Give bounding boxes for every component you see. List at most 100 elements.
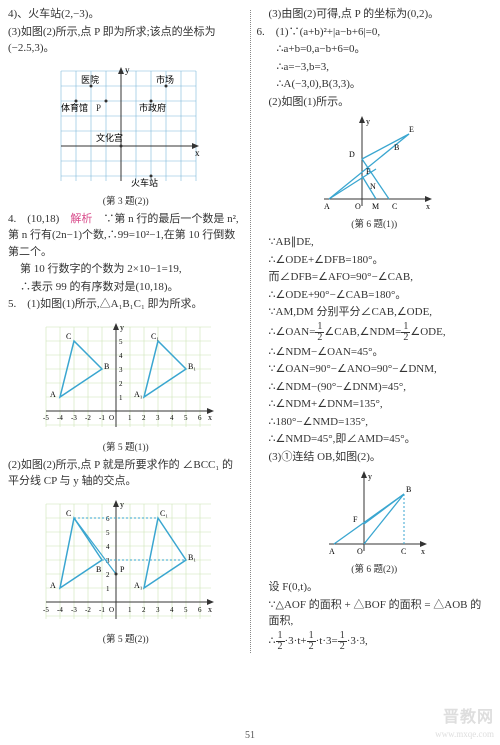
text: ∴180°−∠NMD=135°, — [257, 414, 493, 431]
figure-5-2: yx -5-4 -3-2 -1O 12 34 56 12 34 56 ACB A… — [8, 494, 244, 645]
svg-text:3: 3 — [119, 366, 123, 374]
svg-text:x: x — [195, 148, 200, 158]
svg-text:-5: -5 — [43, 414, 49, 422]
svg-text:3: 3 — [156, 606, 160, 614]
svg-text:-1: -1 — [99, 606, 105, 614]
text: 第 10 行数字的个数为 2×10−1=19, — [8, 261, 244, 278]
text: ∴∠NDM+∠DNM=135°, — [257, 396, 493, 413]
svg-text:A₁: A₁ — [134, 581, 143, 590]
svg-text:1: 1 — [119, 394, 123, 402]
svg-text:O: O — [355, 202, 361, 211]
right-column: (3)由图(2)可得,点 P 的坐标为(0,2)。 6. (1)∵(a+b)²+… — [257, 6, 493, 653]
svg-text:1: 1 — [106, 585, 110, 593]
svg-text:-4: -4 — [57, 606, 63, 614]
caption: (第 6 题(2)) — [351, 561, 397, 575]
svg-text:-5: -5 — [43, 606, 49, 614]
watermark: 晋教网 — [443, 703, 494, 727]
svg-text:F: F — [366, 167, 371, 176]
text: ∴a=−3,b=3, — [257, 59, 493, 76]
text: (3)①连结 OB,如图(2)。 — [257, 449, 493, 466]
svg-text:N: N — [370, 182, 376, 191]
text: ∴∠OAN=12∠CAB,∠NDM=12∠ODE, — [257, 322, 493, 343]
svg-text:5: 5 — [184, 414, 188, 422]
caption: (第 3 题(2)) — [103, 193, 149, 207]
figure-6-1: yx AO MC DE BF N (第 6 题(1)) — [257, 114, 493, 230]
column-divider — [250, 10, 251, 653]
text: (3)如图(2)所示,点 P 即为所求;该点的坐标为(−2.5,3)。 — [8, 24, 244, 57]
svg-text:-3: -3 — [71, 606, 77, 614]
svg-text:-2: -2 — [85, 606, 91, 614]
text: ∴12·3·t+12·t·3=12·3·3, — [257, 631, 493, 652]
text: (2)如图(2)所示,点 P 就是所要求作的 ∠BCC₁ 的平分线 CP 与 y… — [8, 457, 244, 490]
text: 6. (1)∵(a+b)²+|a−b+6|=0, — [257, 24, 493, 41]
svg-text:2: 2 — [106, 571, 110, 579]
svg-text:-3: -3 — [71, 414, 77, 422]
svg-text:O: O — [109, 414, 114, 422]
text: ∴ — [269, 635, 276, 647]
svg-text:2: 2 — [142, 606, 146, 614]
svg-text:3: 3 — [156, 414, 160, 422]
svg-text:y: y — [120, 323, 124, 332]
svg-text:O: O — [109, 606, 114, 614]
svg-text:y: y — [125, 65, 130, 75]
svg-text:y: y — [368, 472, 372, 481]
svg-text:E: E — [409, 125, 414, 134]
svg-text:x: x — [208, 605, 212, 614]
text: 5. (1)如图(1)所示,△A₁B₁C₁ 即为所求。 — [8, 296, 244, 313]
svg-text:y: y — [120, 500, 124, 509]
caption: (第 5 题(2)) — [103, 631, 149, 645]
svg-text:x: x — [208, 413, 212, 422]
svg-text:C: C — [392, 202, 397, 211]
text: ∵AB∥DE, — [257, 234, 493, 251]
svg-text:5: 5 — [184, 606, 188, 614]
svg-text:4: 4 — [106, 543, 110, 551]
svg-text:C: C — [401, 547, 406, 556]
highlight: 解析 — [70, 213, 92, 225]
svg-text:C₁: C₁ — [151, 332, 159, 341]
watermark-url: www.mxqe.com — [435, 729, 494, 739]
svg-text:C: C — [66, 509, 71, 518]
text: ∴∠OAN= — [269, 326, 316, 338]
svg-text:医院: 医院 — [81, 74, 99, 85]
text: ∴∠NDM−(90°−∠DNM)=45°, — [257, 379, 493, 396]
text: ∴∠ODE+90°−∠CAB=180°。 — [257, 287, 493, 304]
svg-text:6: 6 — [198, 606, 202, 614]
text: 而∠DFB=∠AFO=90°−∠CAB, — [257, 269, 493, 286]
svg-text:C₁: C₁ — [160, 509, 168, 518]
svg-text:2: 2 — [119, 380, 123, 388]
svg-text:y: y — [366, 117, 370, 126]
svg-text:市政府: 市政府 — [139, 102, 166, 113]
caption: (第 6 题(1)) — [351, 216, 397, 230]
svg-text:B: B — [96, 565, 101, 574]
svg-text:4: 4 — [170, 606, 174, 614]
svg-text:5: 5 — [119, 338, 123, 346]
svg-text:1: 1 — [128, 606, 132, 614]
text: 4. (10,18) 解析 ∵第 n 行的最后一个数是 n²,第 n 行有(2n… — [8, 211, 244, 261]
text: ·3·t+ — [285, 635, 307, 647]
svg-text:体育馆: 体育馆 — [61, 102, 88, 113]
text: ∴表示 99 的有序数对是(10,18)。 — [8, 279, 244, 296]
text: ∠CAB,∠NDM= — [324, 326, 401, 338]
text: (3)由图(2)可得,点 P 的坐标为(0,2)。 — [257, 6, 493, 23]
svg-text:P: P — [120, 565, 125, 574]
svg-text:5: 5 — [106, 529, 110, 537]
svg-text:文化宫: 文化宫 — [96, 132, 123, 143]
figure-3-2: y x 医院 体育馆 P 市政府 市场 文化宫 火车站 (第 3 题(2)) — [8, 61, 244, 207]
svg-text:M: M — [372, 202, 379, 211]
text: ∴A(−3,0),B(3,3)。 — [257, 76, 493, 93]
svg-text:A: A — [50, 390, 56, 399]
svg-text:火车站: 火车站 — [131, 177, 158, 188]
svg-text:A: A — [329, 547, 335, 556]
text: ∠ODE, — [410, 326, 445, 338]
text: 设 F(0,t)。 — [257, 579, 493, 596]
text: (2)如图(1)所示。 — [257, 94, 493, 111]
svg-text:2: 2 — [142, 414, 146, 422]
svg-text:B: B — [394, 143, 399, 152]
text: ∴a+b=0,a−b+6=0。 — [257, 41, 493, 58]
caption: (第 5 题(1)) — [103, 439, 149, 453]
svg-text:B₁: B₁ — [188, 553, 196, 562]
svg-text:A₁: A₁ — [134, 390, 143, 399]
text: 4)、火车站(2,−3)。 — [8, 6, 244, 23]
svg-text:x: x — [421, 547, 425, 556]
svg-text:C: C — [66, 332, 71, 341]
